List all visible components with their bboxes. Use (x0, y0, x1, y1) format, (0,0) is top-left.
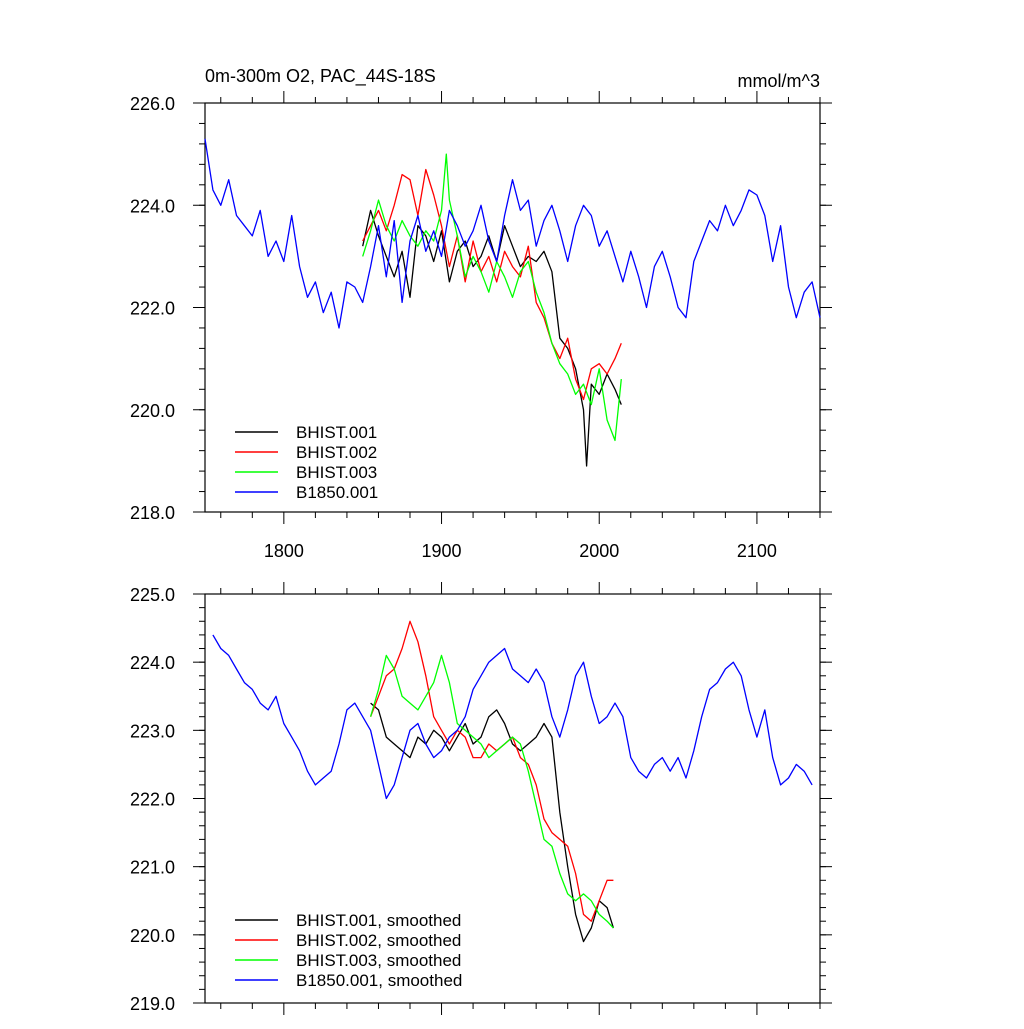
y-tick-label: 220.0 (130, 401, 175, 421)
y-tick-label: 224.0 (130, 196, 175, 216)
y-tick-label: 222.0 (130, 299, 175, 319)
series-line (370, 702, 615, 943)
series-line (362, 153, 622, 442)
legend-label: B1850.001 (296, 483, 378, 502)
x-tick-label: 2100 (737, 541, 777, 561)
series-line (212, 634, 813, 800)
legend-label: BHIST.002 (296, 443, 377, 462)
y-tick-label: 225.0 (130, 585, 175, 605)
x-tick-label: 1900 (422, 541, 462, 561)
y-tick-label: 221.0 (130, 858, 175, 878)
x-tick-label: 1800 (264, 541, 304, 561)
legend-label: BHIST.003, smoothed (296, 951, 461, 970)
y-tick-label: 224.0 (130, 653, 175, 673)
chart-panel-1: 1800 1900 2000 2100 218.0 220.0 222.0 224.0 226.… (130, 91, 832, 561)
series-line (362, 168, 622, 401)
y-tick-label: 220.0 (130, 926, 175, 946)
y-tick-label: 219.0 (130, 994, 175, 1014)
chart-title: 0m-300m O2, PAC_44S-18S (205, 66, 436, 87)
legend-label: BHIST.002, smoothed (296, 931, 461, 950)
legend-label: B1850.001, smoothed (296, 971, 462, 990)
legend-label: BHIST.003 (296, 463, 377, 482)
y-tick-label: 226.0 (130, 94, 175, 114)
units-label: mmol/m^3 (738, 71, 820, 91)
y-tick-label: 222.0 (130, 790, 175, 810)
series-line (369, 654, 614, 929)
y-tick-label: 223.0 (130, 721, 175, 741)
chart-panel-2: 219.0 220.0 221.0 222.0 223.0 224.0 225.0 BHIST… (130, 582, 832, 1015)
series-line (204, 138, 821, 329)
series-line (369, 620, 614, 922)
y-tick-label: 218.0 (130, 503, 175, 523)
legend-label: BHIST.001 (296, 423, 377, 442)
x-tick-label: 2000 (579, 541, 619, 561)
legend-label: BHIST.001, smoothed (296, 911, 461, 930)
